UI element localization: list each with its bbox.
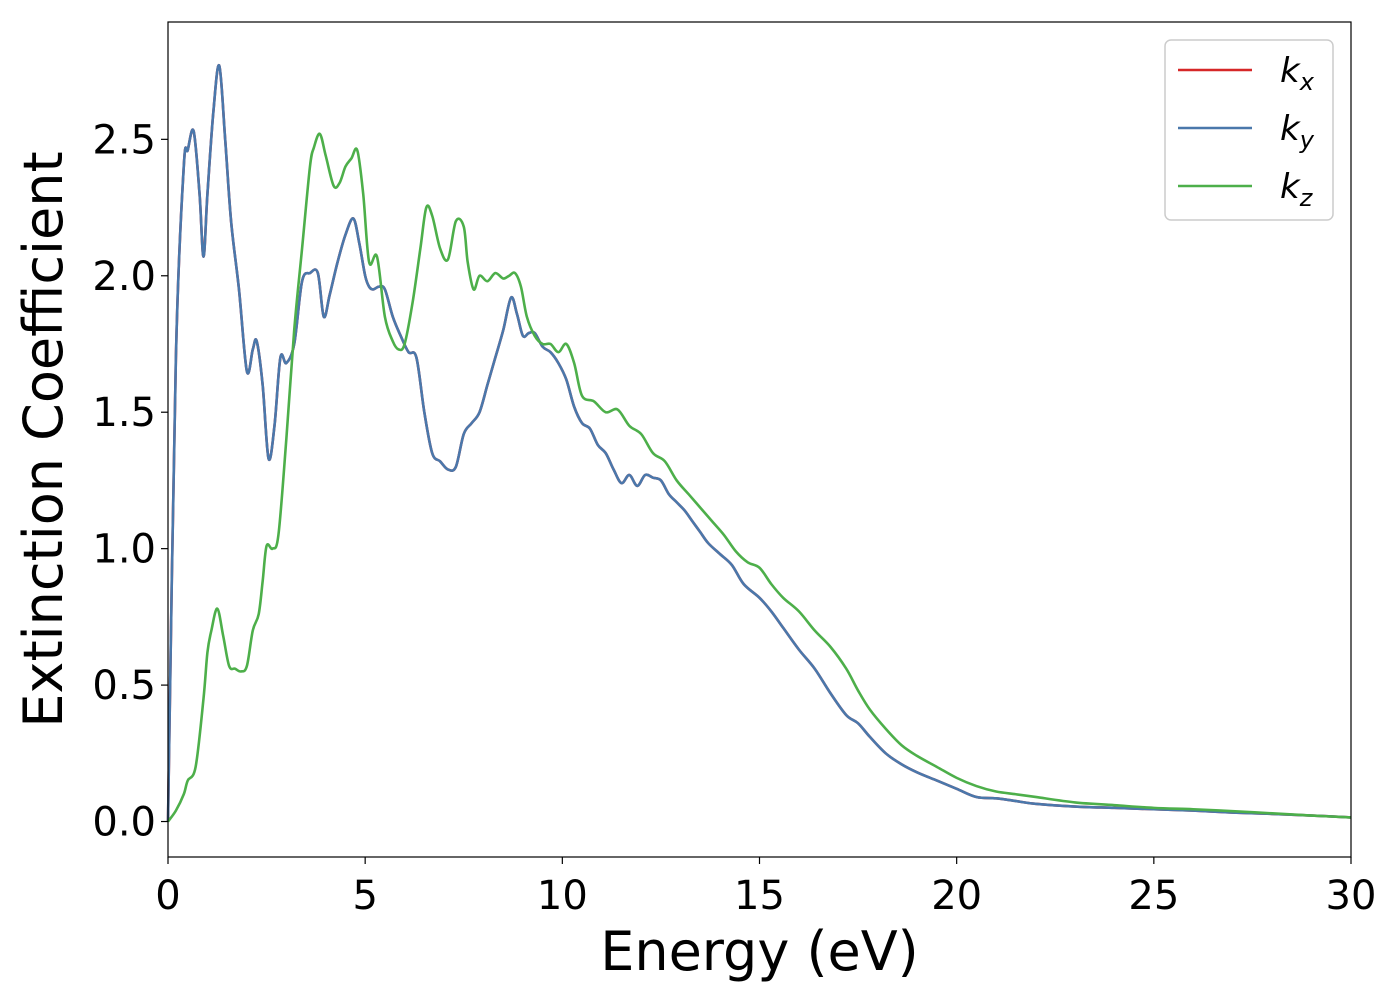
- y-tick-label: 0.5: [92, 663, 156, 709]
- x-axis-ticks: 0 5 10 15 20 25 30: [155, 857, 1376, 919]
- legend-label: kx: [1280, 51, 1315, 96]
- legend-item-kz: kz: [1178, 167, 1314, 212]
- series-line-kz: [166, 132, 1352, 823]
- x-tick-label: 15: [734, 873, 785, 919]
- x-tick-label: 30: [1326, 873, 1377, 919]
- x-tick-label: 0: [155, 873, 180, 919]
- series-line-ky: [166, 64, 1352, 822]
- legend-item-kx: kx: [1178, 51, 1315, 96]
- y-axis-ticks: 0.0 0.5 1.0 1.5 2.0 2.5: [92, 117, 168, 846]
- legend-box: [1164, 39, 1334, 221]
- x-tick-label: 5: [352, 873, 377, 919]
- y-tick-label: 1.0: [92, 527, 156, 573]
- x-axis-title: Energy (eV): [600, 920, 919, 983]
- y-tick-label: 2.0: [92, 254, 156, 300]
- legend-label: ky: [1280, 109, 1315, 154]
- legend-label: kz: [1280, 167, 1314, 212]
- y-tick-label: 2.5: [92, 117, 156, 163]
- x-tick-label: 25: [1128, 873, 1179, 919]
- y-tick-label: 0.0: [92, 800, 156, 846]
- series-layer: [166, 64, 1352, 823]
- y-axis-title: Extinction Coefficient: [12, 151, 75, 727]
- x-tick-label: 10: [537, 873, 588, 919]
- legend: kx ky kz: [1164, 39, 1334, 221]
- x-tick-label: 20: [931, 873, 982, 919]
- y-tick-label: 1.5: [92, 390, 156, 436]
- legend-item-ky: ky: [1178, 109, 1315, 154]
